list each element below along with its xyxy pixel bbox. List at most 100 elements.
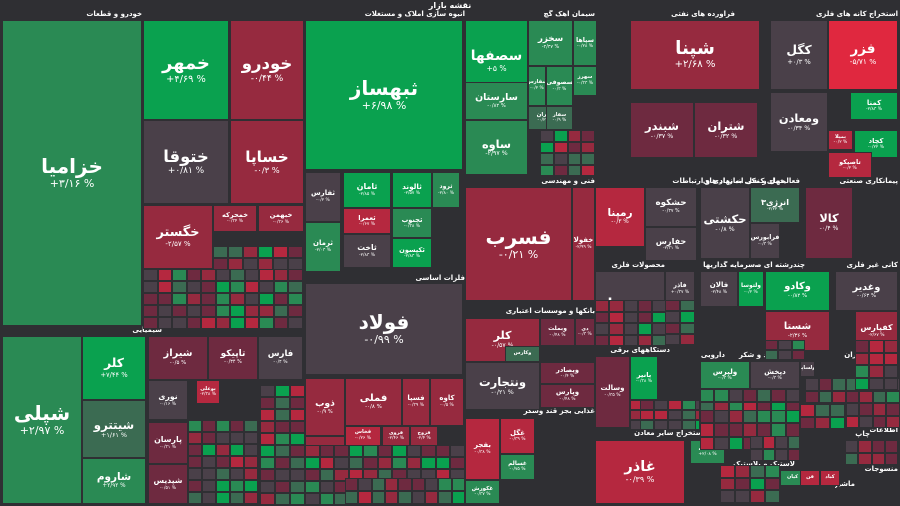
- small-stock-cell[interactable]: [775, 448, 788, 461]
- small-stock-cell[interactable]: [188, 468, 202, 480]
- small-stock-cell[interactable]: [581, 130, 595, 142]
- stock-tile[interactable]: کاوه -۰/۵ %: [430, 378, 464, 426]
- small-stock-cell[interactable]: [682, 400, 696, 410]
- small-stock-cell[interactable]: [623, 300, 638, 312]
- small-stock-cell[interactable]: [771, 423, 786, 437]
- small-stock-cell[interactable]: [871, 452, 885, 465]
- small-stock-cell[interactable]: [319, 493, 335, 505]
- small-stock-cell[interactable]: [581, 153, 595, 165]
- small-stock-cell[interactable]: [259, 305, 274, 317]
- stock-tile[interactable]: ولساپا: [800, 361, 815, 377]
- small-stock-cell[interactable]: [791, 340, 805, 350]
- small-stock-cell[interactable]: [216, 492, 230, 504]
- small-stock-cell[interactable]: [581, 141, 595, 153]
- stock-tile[interactable]: بفجر -۰/۳۸ %: [465, 418, 500, 480]
- small-stock-cell[interactable]: [540, 153, 554, 165]
- small-stock-cell[interactable]: [260, 409, 275, 421]
- stock-tile[interactable]: ونتجارت -۰/۲۱ %: [465, 362, 540, 410]
- stock-tile[interactable]: ثامان -۲/۸۵ %: [343, 172, 391, 208]
- small-stock-cell[interactable]: [143, 269, 158, 281]
- stock-tile[interactable]: خگستر -۲/۵۷ %: [143, 205, 213, 269]
- small-stock-cell[interactable]: [230, 456, 244, 468]
- small-stock-cell[interactable]: [762, 436, 775, 449]
- stock-tile[interactable]: کگل +۰/۳ %: [770, 20, 828, 90]
- small-stock-cell[interactable]: [700, 436, 715, 450]
- stock-tile[interactable]: دپخش -۰/۳ %: [750, 361, 800, 389]
- stock-tile[interactable]: سفار -۰/۹ %: [546, 106, 573, 130]
- small-stock-cell[interactable]: [334, 469, 349, 481]
- small-stock-cell[interactable]: [230, 317, 245, 329]
- small-stock-cell[interactable]: [855, 365, 870, 378]
- small-stock-cell[interactable]: [668, 400, 682, 410]
- small-stock-cell[interactable]: [800, 404, 815, 417]
- small-stock-cell[interactable]: [371, 491, 385, 504]
- small-stock-cell[interactable]: [654, 400, 668, 410]
- stock-tile[interactable]: حکشتی -۰/۸ %: [700, 187, 750, 259]
- small-stock-cell[interactable]: [435, 445, 451, 457]
- small-stock-cell[interactable]: [202, 468, 216, 480]
- small-stock-cell[interactable]: [540, 130, 554, 142]
- small-stock-cell[interactable]: [202, 432, 216, 444]
- small-stock-cell[interactable]: [540, 141, 554, 153]
- stock-tile[interactable]: فسرب -۰/۲۱ %: [465, 187, 572, 301]
- small-stock-cell[interactable]: [765, 477, 780, 491]
- stock-tile[interactable]: ختوقا +۰/۸۱ %: [143, 120, 229, 204]
- small-stock-cell[interactable]: [288, 317, 303, 329]
- small-stock-cell[interactable]: [765, 350, 779, 360]
- small-stock-cell[interactable]: [785, 410, 800, 424]
- small-stock-cell[interactable]: [805, 378, 819, 391]
- small-stock-cell[interactable]: [275, 397, 290, 409]
- stock-tile[interactable]: خساپا -۰/۳ %: [230, 120, 304, 204]
- small-stock-cell[interactable]: [392, 457, 407, 469]
- small-stock-cell[interactable]: [742, 410, 758, 424]
- small-stock-cell[interactable]: [637, 300, 653, 312]
- small-stock-cell[interactable]: [275, 421, 290, 433]
- small-stock-cell[interactable]: [290, 445, 305, 457]
- stock-tile[interactable]: شیتترو +۱/۶۱ %: [82, 400, 146, 458]
- small-stock-cell[interactable]: [700, 410, 715, 424]
- stock-tile[interactable]: بمیلا -۰/۲ %: [828, 130, 853, 150]
- small-stock-cell[interactable]: [186, 293, 202, 305]
- small-stock-cell[interactable]: [275, 493, 290, 505]
- small-stock-cell[interactable]: [216, 444, 230, 456]
- stock-tile[interactable]: خمحرکه -۰/۳۴ %: [213, 205, 257, 232]
- small-stock-cell[interactable]: [216, 432, 230, 444]
- small-stock-cell[interactable]: [371, 478, 385, 491]
- small-stock-cell[interactable]: [815, 416, 830, 429]
- small-stock-cell[interactable]: [334, 457, 349, 469]
- small-stock-cell[interactable]: [858, 452, 872, 465]
- small-stock-cell[interactable]: [305, 445, 320, 457]
- small-stock-cell[interactable]: [188, 444, 202, 456]
- small-stock-cell[interactable]: [186, 305, 202, 317]
- small-stock-cell[interactable]: [143, 305, 158, 317]
- small-stock-cell[interactable]: [319, 481, 335, 493]
- small-stock-cell[interactable]: [201, 281, 216, 293]
- stock-tile[interactable]: غسالم -۰/۷۵ %: [500, 454, 535, 480]
- stock-tile[interactable]: ثرمان -۲/۰۳ %: [305, 222, 341, 272]
- small-stock-cell[interactable]: [290, 433, 305, 445]
- small-stock-cell[interactable]: [450, 445, 465, 457]
- small-stock-cell[interactable]: [750, 448, 763, 461]
- small-stock-cell[interactable]: [215, 305, 231, 317]
- small-stock-cell[interactable]: [668, 420, 682, 430]
- stock-tile[interactable]: فالان -۲/۴۸ %: [700, 271, 738, 307]
- small-stock-cell[interactable]: [244, 269, 260, 281]
- small-stock-cell[interactable]: [290, 397, 305, 409]
- small-stock-cell[interactable]: [411, 478, 425, 491]
- small-stock-cell[interactable]: [260, 433, 275, 445]
- stock-tile[interactable]: شپلی +۲/۹۷ %: [2, 336, 82, 504]
- stock-tile[interactable]: فخاس -۰/۲۶ %: [345, 426, 381, 446]
- small-stock-cell[interactable]: [735, 465, 750, 478]
- small-stock-cell[interactable]: [188, 456, 202, 468]
- small-stock-cell[interactable]: [260, 457, 275, 469]
- small-stock-cell[interactable]: [830, 404, 845, 417]
- small-stock-cell[interactable]: [728, 436, 743, 450]
- stock-tile[interactable]: وکارس: [505, 346, 540, 362]
- small-stock-cell[interactable]: [143, 293, 158, 305]
- small-stock-cell[interactable]: [765, 465, 780, 478]
- small-stock-cell[interactable]: [785, 389, 800, 402]
- small-stock-cell[interactable]: [567, 164, 582, 176]
- small-stock-cell[interactable]: [757, 410, 772, 424]
- small-stock-cell[interactable]: [288, 293, 303, 305]
- small-stock-cell[interactable]: [188, 480, 202, 492]
